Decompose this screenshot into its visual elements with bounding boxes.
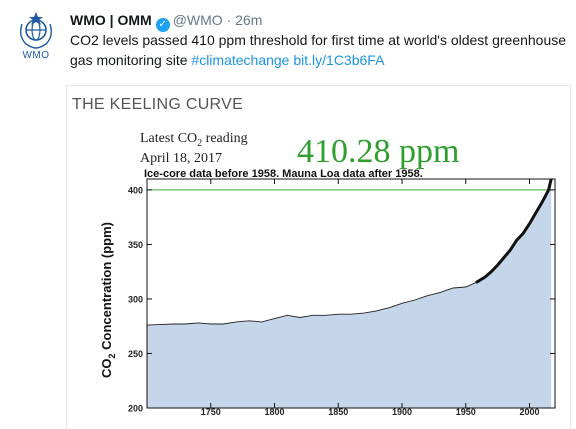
tweet-header: WMO | OMM ✓ @WMO · 26m <box>70 10 568 32</box>
media-card[interactable]: THE KEELING CURVE Latest CO2 reading Apr… <box>66 85 571 429</box>
plot-frame <box>146 178 556 409</box>
wmo-logo-avatar[interactable] <box>12 10 60 58</box>
x-tick-label: 1900 <box>392 407 412 417</box>
y-tick-label: 350 <box>128 240 143 250</box>
x-tick-label: 1750 <box>201 407 221 417</box>
y-axis: 200 250 300 350 400 <box>128 185 555 414</box>
hashtag-link[interactable]: #climatechange <box>191 52 290 68</box>
y-tick-label: 400 <box>128 185 143 195</box>
tweet-text: CO2 levels passed 410 ppm threshold for … <box>70 30 570 70</box>
url-link[interactable]: bit.ly/1C3b6FA <box>293 52 385 68</box>
reading-value: 410.28 ppm <box>297 133 459 170</box>
star-icon <box>29 12 43 25</box>
co2-area <box>147 179 552 408</box>
x-tick-label: 1800 <box>264 407 284 417</box>
ice-core-line <box>146 282 477 326</box>
card-heading: THE KEELING CURVE <box>72 96 243 113</box>
x-axis: 1750 1800 1850 1900 1950 2000 <box>201 179 540 417</box>
chart-subtitle: Ice-core data before 1958. Mauna Loa dat… <box>144 168 423 180</box>
y-tick-label: 300 <box>128 294 143 304</box>
y-tick-label: 250 <box>128 349 143 359</box>
tweet-body: CO2 levels passed 410 ppm threshold for … <box>70 32 567 68</box>
author-name[interactable]: WMO | OMM <box>70 12 152 28</box>
y-axis-label: CO2 Concentration (ppm) <box>99 222 117 378</box>
plot-area <box>146 178 556 409</box>
tweet-timestamp[interactable]: 26m <box>235 12 263 28</box>
latest-reading-label: Latest CO2 reading <box>140 131 248 149</box>
verified-badge-icon: ✓ <box>155 18 170 32</box>
x-tick-label: 2000 <box>519 407 539 417</box>
avatar-label: WMO <box>22 50 50 61</box>
author-handle[interactable]: @WMO <box>172 12 223 28</box>
y-tick-label: 200 <box>128 404 143 414</box>
x-tick-label: 1950 <box>456 407 476 417</box>
keeling-curve-chart: THE KEELING CURVE Latest CO2 reading Apr… <box>72 96 556 417</box>
mauna-loa-line <box>475 178 553 284</box>
x-tick-label: 1850 <box>328 407 348 417</box>
header-separator: · <box>226 12 232 28</box>
reading-date: April 18, 2017 <box>140 151 222 166</box>
